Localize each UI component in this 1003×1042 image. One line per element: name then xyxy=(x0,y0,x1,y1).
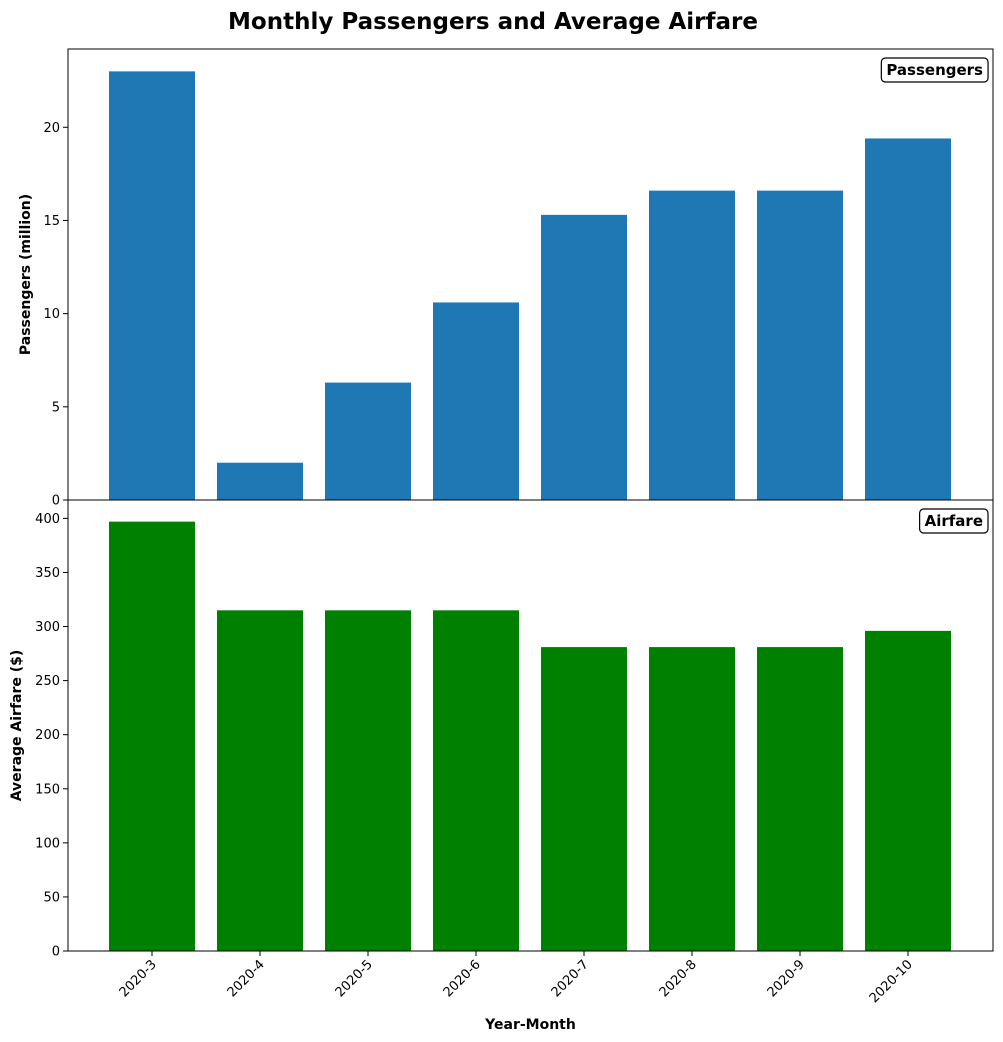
bar-2020-3 xyxy=(109,521,195,951)
y-tick-label: 0 xyxy=(52,494,60,509)
bar-2020-10 xyxy=(865,138,951,501)
panels: 0 5 10 15 20 Passengers (million) Passengers 0 5… xyxy=(9,48,994,1033)
bar-2020-7 xyxy=(541,647,627,951)
axes-frame xyxy=(67,48,994,501)
bar-2020-3 xyxy=(109,71,195,500)
bar-2020-9 xyxy=(757,190,843,501)
bar-2020-8 xyxy=(649,190,735,501)
y-tick-label: 100 xyxy=(35,836,60,851)
x-tick-label: 2020-5 xyxy=(333,957,376,1000)
y-axis-label: Average Airfare ($) xyxy=(9,650,25,802)
bar-2020-9 xyxy=(757,647,843,951)
panel-label: Passengers xyxy=(886,61,983,79)
y-tick-label: 15 xyxy=(43,214,60,229)
chart-title: Monthly Passengers and Average Airfare xyxy=(228,9,758,35)
axes-frame xyxy=(67,499,994,952)
panel-1: 0 5 10 15 20 Passengers (million) Passengers xyxy=(18,48,994,509)
y-tick-label: 400 xyxy=(35,512,60,527)
x-tick-label: 2020-3 xyxy=(117,957,160,1000)
y-tick-label: 10 xyxy=(43,307,60,322)
x-axis-label: Year-Month xyxy=(484,1017,576,1033)
bar-2020-4 xyxy=(217,462,303,500)
bar-2020-7 xyxy=(541,214,627,500)
x-tick-label: 2020-9 xyxy=(765,957,808,1000)
bar-2020-4 xyxy=(217,610,303,951)
y-tick-label: 200 xyxy=(35,728,60,743)
y-axis-label: Passengers (million) xyxy=(18,194,34,355)
bar-2020-10 xyxy=(865,630,951,951)
bar-2020-5 xyxy=(325,382,411,500)
x-tick-label: 2020-4 xyxy=(225,957,268,1000)
panel-label-box xyxy=(880,57,989,83)
y-tick-label: 250 xyxy=(35,674,60,689)
panel-2: 0 50 100 150 200 250 300 350 400 Average Airfare … xyxy=(9,499,994,1033)
x-tick-label: 2020-6 xyxy=(441,957,484,1000)
bar-2020-6 xyxy=(433,610,519,951)
y-tick-label: 50 xyxy=(43,890,60,905)
y-tick-label: 5 xyxy=(52,400,60,415)
y-tick-label: 300 xyxy=(35,620,60,635)
panel-label-box xyxy=(919,508,989,534)
x-tick-label: 2020-7 xyxy=(549,957,592,1000)
bar-2020-5 xyxy=(325,610,411,951)
y-tick-label: 0 xyxy=(52,945,60,960)
y-tick-label: 150 xyxy=(35,782,60,797)
y-tick-label: 20 xyxy=(43,121,60,136)
y-tick-label: 350 xyxy=(35,566,60,581)
x-tick-label: 2020-8 xyxy=(657,957,700,1000)
bar-2020-8 xyxy=(649,647,735,951)
panel-label: Airfare xyxy=(925,512,983,530)
x-tick-label: 2020-10 xyxy=(867,957,916,1006)
bar-2020-6 xyxy=(433,302,519,500)
